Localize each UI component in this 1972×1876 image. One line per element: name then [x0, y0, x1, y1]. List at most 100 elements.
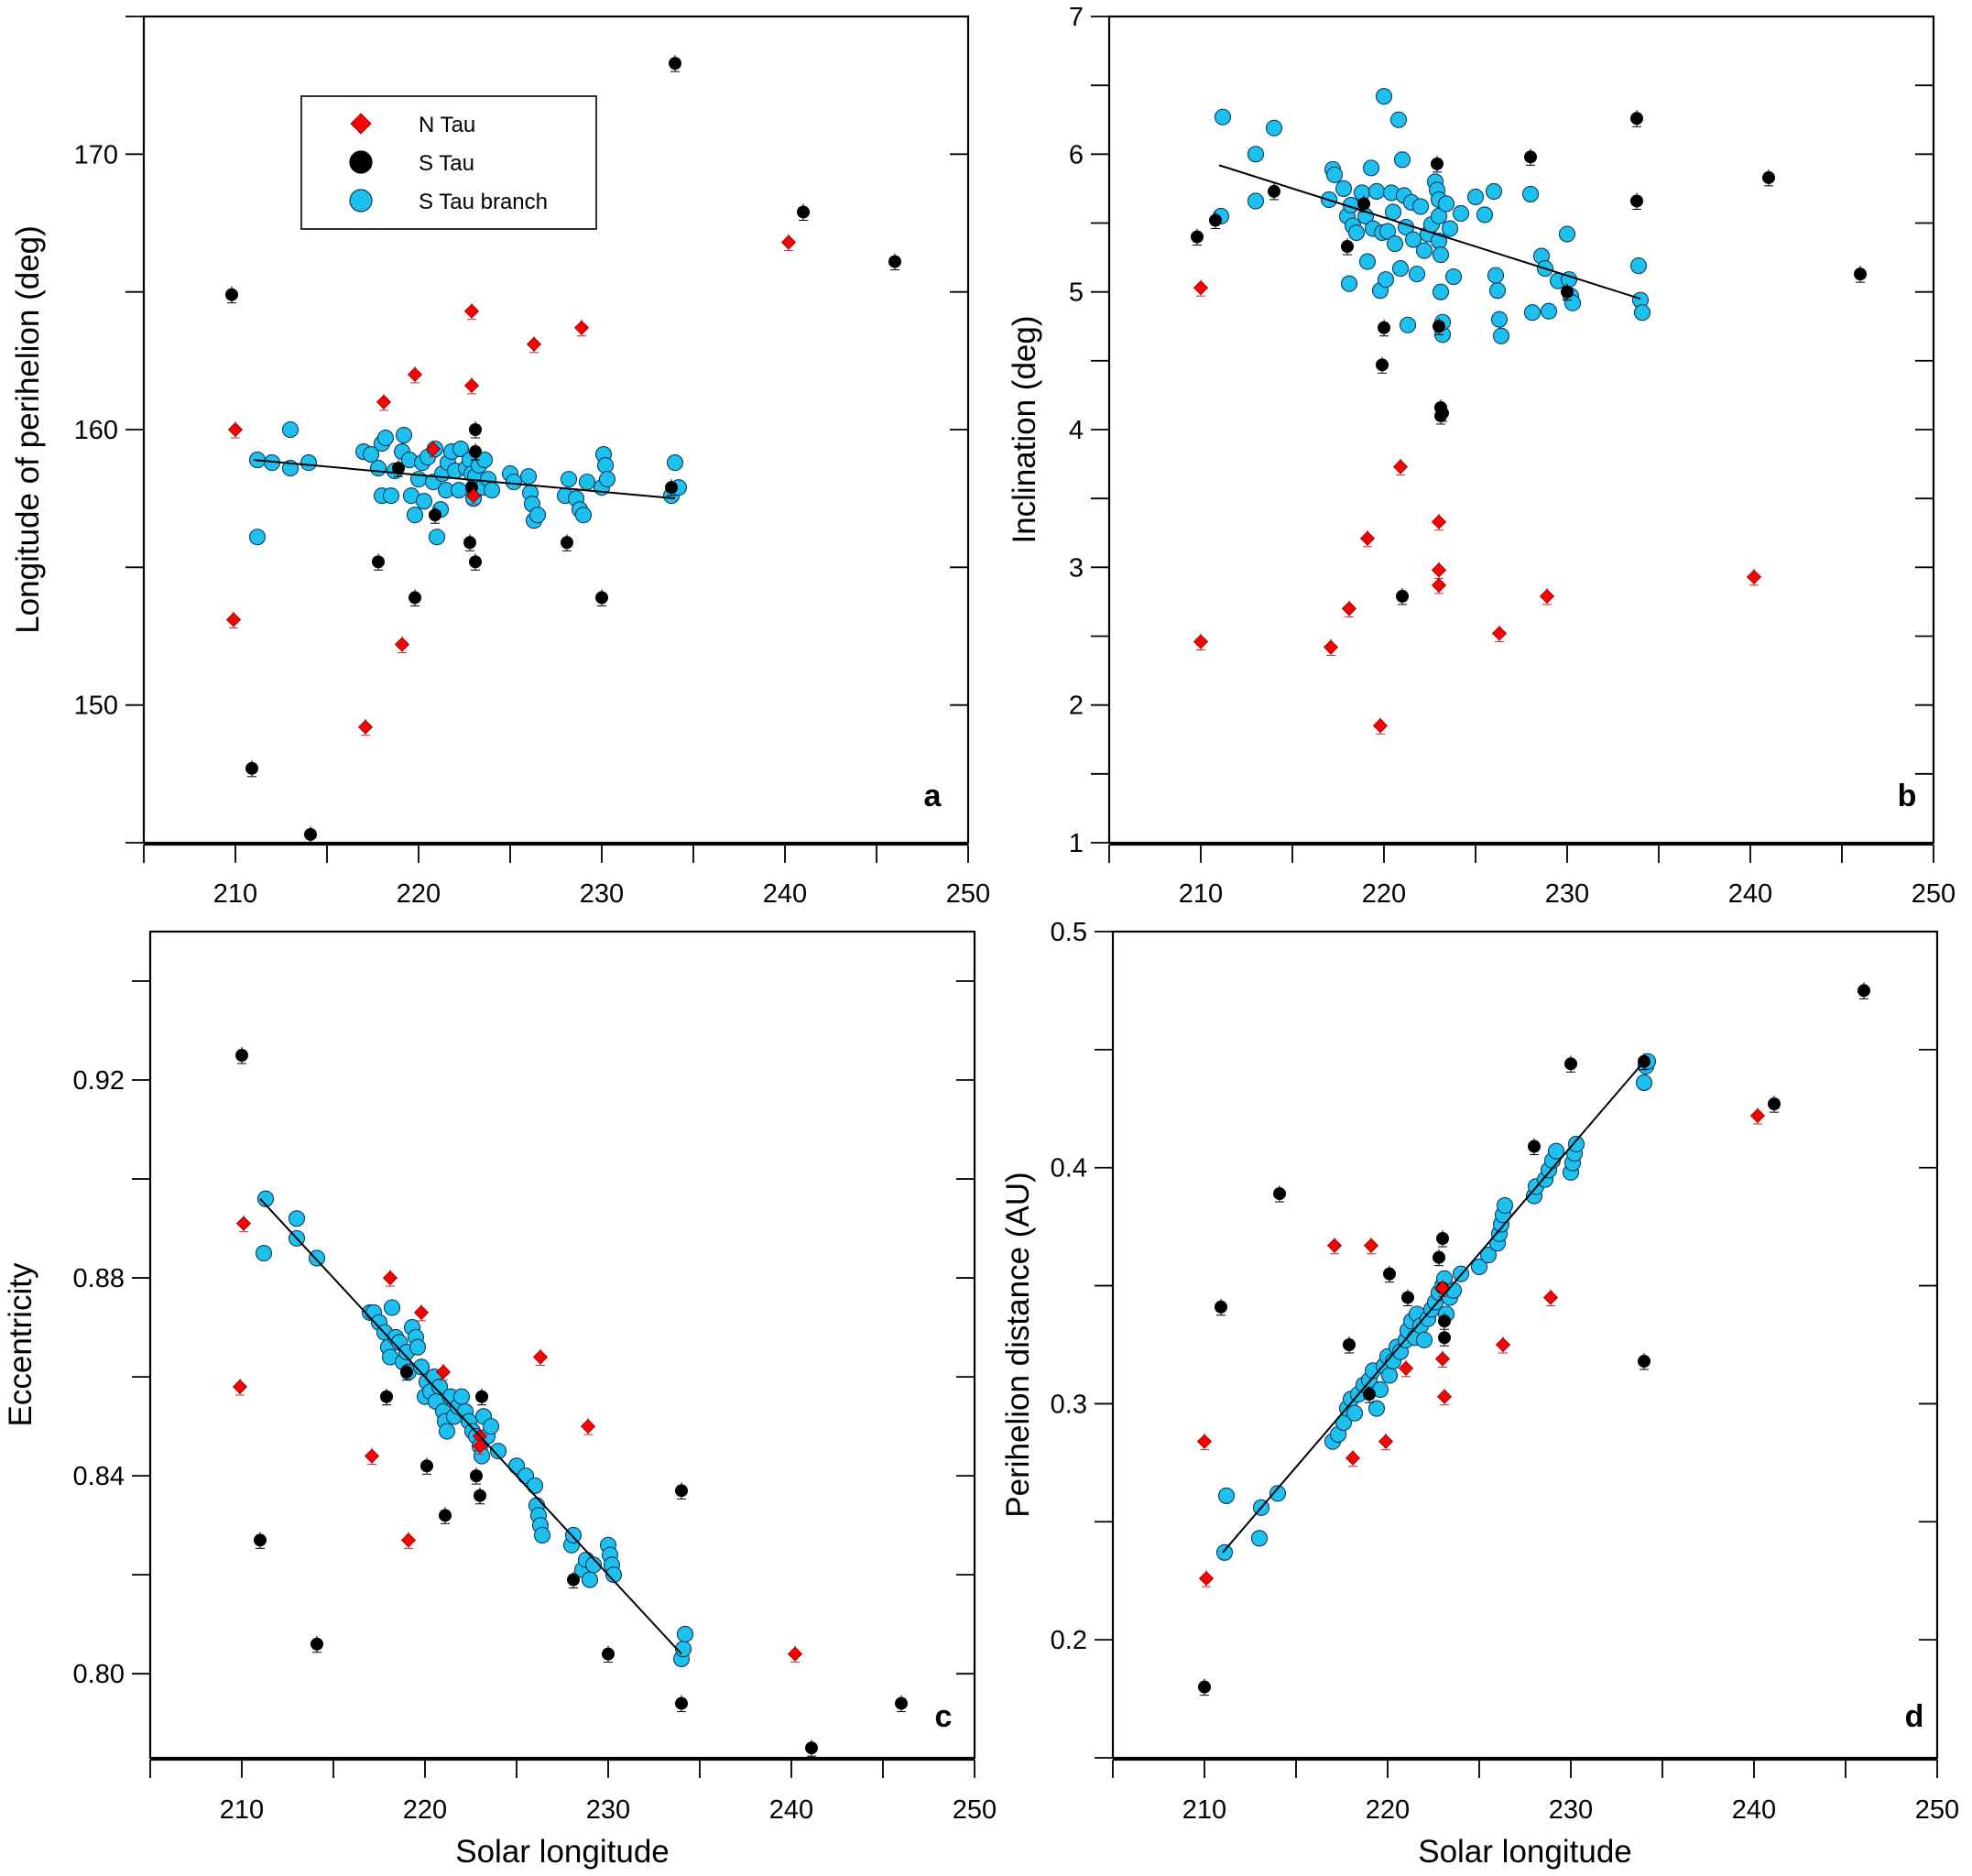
data-point-s	[1564, 1057, 1577, 1071]
x-tick-label: 250	[1915, 1795, 1959, 1825]
data-point-b	[1540, 302, 1558, 320]
x-tick-label: 240	[769, 1795, 813, 1825]
data-point-s	[1431, 157, 1444, 170]
data-point-s	[1630, 112, 1643, 125]
data-point-b	[1215, 1543, 1234, 1561]
series-n	[1193, 279, 1762, 735]
x-tick-label: 210	[1179, 879, 1223, 909]
data-point-n	[1193, 634, 1209, 649]
data-point-s	[225, 288, 238, 301]
data-point-n	[1372, 718, 1389, 734]
data-point-b	[1377, 271, 1395, 289]
x-tick-label: 230	[1545, 879, 1589, 909]
y-tick-label: 5	[1069, 278, 1084, 308]
data-point-b	[395, 426, 413, 444]
data-point-s	[311, 1637, 323, 1651]
data-point-s	[1528, 1140, 1541, 1153]
data-point-s	[602, 1647, 615, 1661]
data-point-b	[450, 482, 468, 499]
data-point-b	[1269, 1485, 1287, 1502]
plot-frame	[1111, 930, 1939, 1760]
data-point-b	[256, 1190, 275, 1207]
series-n	[225, 234, 797, 736]
panel-letter: b	[1898, 779, 1917, 813]
data-point-n	[463, 377, 480, 393]
data-point-b	[1635, 1074, 1653, 1091]
data-point-s	[1378, 321, 1390, 334]
panel-letter: d	[1905, 1699, 1924, 1734]
data-point-b	[1476, 206, 1494, 224]
data-point-s	[475, 1390, 488, 1403]
y-axis-label: Inclination (deg)	[1007, 315, 1042, 543]
data-point-b	[489, 1443, 507, 1460]
series-n	[1196, 1107, 1766, 1587]
y-tick-label: 6	[1069, 140, 1084, 169]
data-point-n	[394, 637, 410, 652]
data-point-s	[895, 1696, 908, 1710]
y-tick-label: 3	[1069, 553, 1084, 583]
data-point-b	[255, 1245, 273, 1262]
data-point-n	[425, 441, 441, 457]
data-point-b	[605, 1566, 623, 1584]
data-point-n	[1431, 577, 1447, 593]
data-point-s	[1268, 184, 1280, 198]
data-point-b	[428, 529, 446, 546]
data-point-b	[1399, 316, 1417, 333]
data-point-s	[675, 1696, 688, 1710]
x-tick-label: 250	[1912, 879, 1956, 909]
data-point-b	[452, 1388, 471, 1405]
x-tick-label: 230	[580, 879, 624, 909]
x-tick-label: 210	[213, 879, 257, 909]
data-point-n	[1193, 280, 1209, 296]
data-point-b	[1488, 282, 1507, 300]
trend-line	[253, 459, 676, 500]
x-tick-label: 230	[586, 1795, 630, 1825]
data-point-n	[227, 421, 244, 438]
data-point-n	[1363, 1238, 1379, 1253]
data-point-b	[406, 507, 424, 524]
data-point-b	[528, 507, 547, 524]
y-axis-label: Eccentricity	[3, 1262, 38, 1426]
x-tick-label: 230	[1549, 1795, 1593, 1825]
data-point-s	[409, 591, 421, 605]
data-point-n	[382, 1271, 398, 1286]
data-point-b	[1444, 268, 1463, 286]
data-point-b	[1362, 159, 1380, 177]
y-tick-label: 0.2	[1051, 1626, 1087, 1655]
data-point-b	[519, 468, 538, 485]
data-point-s	[1383, 1267, 1396, 1281]
y-tick-label: 0.5	[1051, 918, 1087, 947]
y-tick-label: 150	[74, 692, 118, 721]
data-point-n	[235, 1216, 252, 1231]
x-tick-label: 210	[220, 1795, 264, 1825]
data-point-n	[465, 488, 482, 504]
data-point-s	[1215, 1300, 1227, 1314]
data-point-n	[1378, 1434, 1394, 1449]
data-point-s	[1198, 1680, 1211, 1694]
data-point-b	[584, 1556, 603, 1574]
data-point-n	[1542, 1290, 1559, 1305]
x-tick-label: 250	[953, 1795, 997, 1825]
panel-letter: c	[935, 1699, 953, 1734]
data-point-n	[1746, 569, 1762, 584]
legend-label-b: S Tau branch	[419, 190, 548, 214]
data-point-b	[1217, 1487, 1236, 1504]
x-tick-label: 240	[1732, 1795, 1776, 1825]
x-tick-label: 220	[1362, 879, 1406, 909]
data-point-b	[1485, 182, 1503, 200]
data-point-s	[797, 205, 810, 219]
data-point-s	[1376, 358, 1389, 372]
data-point-b	[1567, 1135, 1585, 1152]
data-point-n	[400, 1532, 417, 1548]
data-point-b	[1496, 1196, 1514, 1214]
data-point-s	[429, 508, 441, 522]
data-point-b	[362, 446, 380, 464]
trend-line	[259, 1197, 682, 1655]
data-point-s	[561, 536, 573, 550]
y-tick-label: 0.88	[73, 1264, 125, 1293]
data-point-n	[1436, 1389, 1453, 1404]
data-point-s	[254, 1533, 267, 1547]
data-point-b	[1492, 327, 1510, 344]
data-point-b	[409, 1338, 427, 1356]
data-point-n	[787, 1646, 803, 1662]
